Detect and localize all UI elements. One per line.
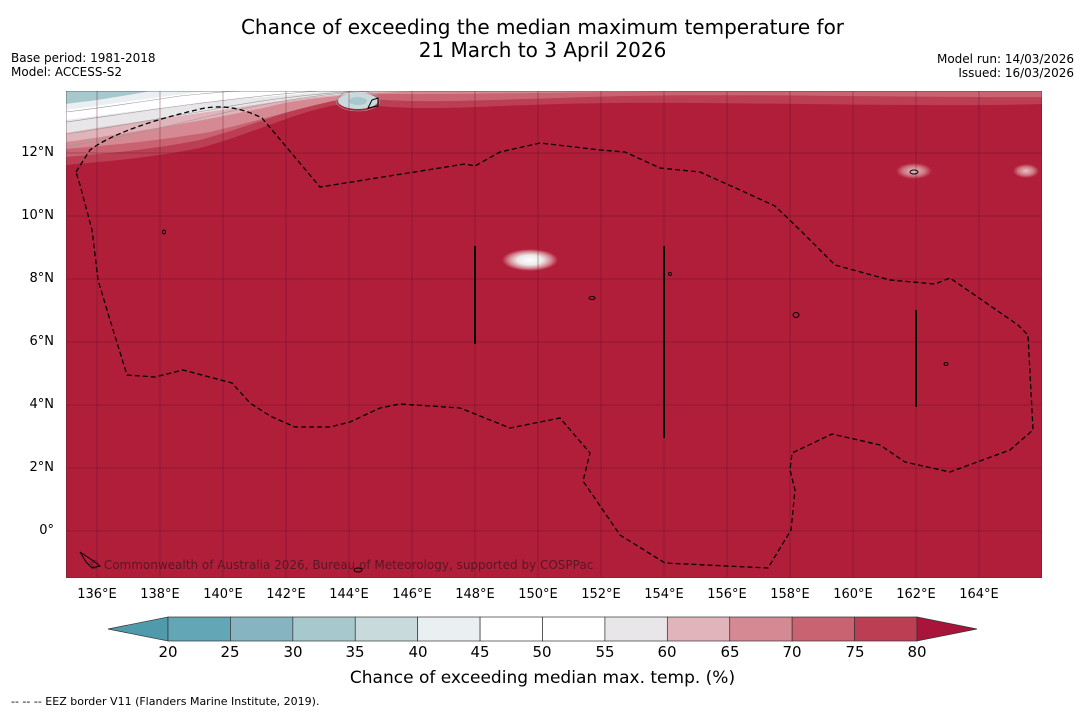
lat-label-6n: 6°N bbox=[29, 334, 55, 349]
lon-label-158e: 158°E bbox=[770, 587, 810, 602]
colorbar-bin bbox=[729, 616, 793, 642]
lon-label-138e: 138°E bbox=[140, 587, 180, 602]
issued-text: Issued: 16/03/2026 bbox=[958, 66, 1074, 80]
colorbar-bin bbox=[666, 616, 731, 642]
probability-blob-165e bbox=[1013, 164, 1039, 178]
lon-label-144e: 144°E bbox=[329, 587, 369, 602]
colorbar-tick: 65 bbox=[720, 643, 740, 661]
gridlines bbox=[66, 91, 1042, 578]
colorbar-bin bbox=[167, 616, 231, 642]
colorbar-bin bbox=[791, 616, 855, 642]
lat-label-4n: 4°N bbox=[29, 397, 55, 412]
colorbar-tick: 20 bbox=[158, 643, 178, 661]
lon-label-150e: 150°E bbox=[518, 587, 558, 602]
colorbar-bin bbox=[417, 616, 481, 642]
lat-label-0: 0° bbox=[39, 523, 54, 538]
lon-label-160e: 160°E bbox=[833, 587, 873, 602]
colorbar-tick: 40 bbox=[408, 643, 428, 661]
colorbar-tick: 30 bbox=[283, 643, 303, 661]
lat-label-12n: 12°N bbox=[21, 145, 54, 160]
model-text: Model: ACCESS-S2 bbox=[11, 65, 123, 79]
lon-label-162e: 162°E bbox=[896, 587, 936, 602]
colorbar-tick: 55 bbox=[595, 643, 615, 661]
colorbar-tick: 25 bbox=[220, 643, 240, 661]
eez-border bbox=[75, 106, 1034, 569]
colorbar-tick: 60 bbox=[657, 643, 677, 661]
meta-left: Base period: 1981-2018 Model: ACCESS-S2 bbox=[11, 51, 156, 79]
lon-label-152e: 152°E bbox=[581, 587, 621, 602]
lon-label-140e: 140°E bbox=[203, 587, 243, 602]
colorbar-bin bbox=[542, 616, 606, 642]
lat-label-2n: 2°N bbox=[29, 460, 55, 475]
colorbar-bin bbox=[479, 616, 543, 642]
colorbar bbox=[107, 616, 978, 642]
colorbar-tick: 70 bbox=[782, 643, 802, 661]
lon-label-156e: 156°E bbox=[707, 587, 747, 602]
colorbar-tick: 75 bbox=[845, 643, 865, 661]
eez-footnote: -- -- -- EEZ border V11 (Flanders Marine… bbox=[11, 695, 320, 708]
colorbar-bin bbox=[604, 616, 668, 642]
probability-blob-162e bbox=[896, 163, 932, 179]
base-period-text: Base period: 1981-2018 bbox=[11, 51, 156, 65]
probability-blob-150e bbox=[502, 249, 558, 271]
colorbar-tick: 80 bbox=[907, 643, 927, 661]
lon-label-164e: 164°E bbox=[959, 587, 999, 602]
model-run-text: Model run: 14/03/2026 bbox=[936, 52, 1074, 66]
lon-label-146e: 146°E bbox=[392, 587, 432, 602]
colorbar-under-arrow bbox=[107, 616, 169, 642]
lon-label-136e: 136°E bbox=[77, 587, 117, 602]
colorbar-bins bbox=[167, 616, 918, 642]
colorbar-tick: 35 bbox=[345, 643, 365, 661]
colorbar-tick: 45 bbox=[470, 643, 490, 661]
colorbar-bin bbox=[354, 616, 419, 642]
lon-label-148e: 148°E bbox=[455, 587, 495, 602]
copyright-text: © Commonwealth of Australia 2026, Bureau… bbox=[88, 558, 594, 572]
chart-title-line2: 21 March to 3 April 2026 bbox=[418, 38, 667, 62]
lat-label-8n: 8°N bbox=[29, 271, 55, 286]
north-probability-band bbox=[66, 91, 1042, 165]
colorbar-bin bbox=[292, 616, 356, 642]
lon-label-154e: 154°E bbox=[644, 587, 684, 602]
colorbar-over-arrow bbox=[916, 616, 978, 642]
colorbar-bin bbox=[854, 616, 918, 642]
lat-label-10n: 10°N bbox=[21, 208, 54, 223]
map-background bbox=[66, 91, 1042, 578]
map-area bbox=[66, 91, 1042, 578]
colorbar-bin bbox=[230, 616, 294, 642]
coastline bbox=[79, 97, 949, 573]
colorbar-tick: 50 bbox=[532, 643, 552, 661]
chart-title-line1: Chance of exceeding the median maximum t… bbox=[240, 15, 845, 39]
lon-label-142e: 142°E bbox=[266, 587, 306, 602]
eez-straight-segments bbox=[474, 246, 917, 438]
meta-right: Model run: 14/03/2026 Issued: 16/03/2026 bbox=[937, 52, 1074, 80]
colorbar-label: Chance of exceeding median max. temp. (%… bbox=[349, 668, 736, 688]
